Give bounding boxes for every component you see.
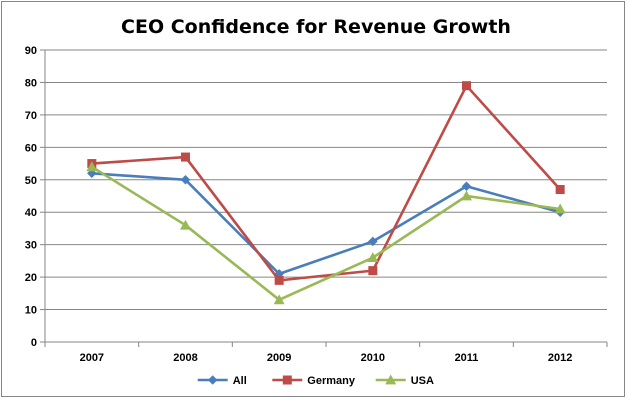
data-point (368, 266, 378, 276)
x-tick-label: 2011 (455, 352, 479, 364)
legend: All Germany USA (197, 374, 434, 387)
data-point (86, 161, 98, 172)
y-tick-label: 10 (25, 305, 37, 317)
y-tick-label: 30 (25, 240, 37, 252)
chart-title: CEO Confidence for Revenue Growth (121, 16, 511, 38)
series-line (90, 171, 562, 276)
y-tick-label: 60 (25, 142, 37, 154)
legend-label: Germany (307, 375, 356, 387)
data-point (462, 81, 471, 91)
y-tick-label: 50 (25, 175, 37, 187)
data-point (367, 252, 379, 263)
legend-item-usa: USA (375, 374, 434, 387)
x-tick-label: 2008 (173, 352, 197, 364)
y-tick-label: 40 (25, 207, 37, 219)
series-line (90, 165, 562, 302)
data-point (274, 275, 284, 285)
x-tick-label: 2012 (548, 352, 572, 364)
data-point (555, 185, 565, 195)
data-point (181, 152, 190, 162)
y-tick-label: 80 (25, 77, 37, 89)
y-tick-label: 70 (25, 110, 37, 122)
x-tick-label: 2007 (80, 352, 104, 364)
data-point (180, 174, 191, 185)
legend-item-all: All (197, 375, 247, 387)
gridlines (45, 49, 607, 343)
legend-marker (385, 374, 397, 385)
data-point (461, 190, 472, 201)
legend-marker (207, 375, 218, 385)
data-point (554, 203, 566, 214)
data-point (273, 294, 285, 305)
x-tick-label: 2009 (267, 352, 291, 364)
series-usa (86, 161, 566, 305)
data-point (180, 219, 191, 230)
data-point (367, 236, 378, 247)
series-germany (87, 81, 565, 285)
y-tick-label: 20 (25, 272, 37, 284)
y-tick-label: 0 (31, 337, 37, 349)
legend-item-germany: Germany (272, 375, 356, 387)
legend-label: USA (411, 375, 434, 387)
y-axis: 0 10 20 30 40 50 60 70 80 90 (25, 45, 46, 349)
legend-label: All (233, 375, 247, 387)
series-line (90, 84, 562, 282)
series-all (86, 168, 566, 279)
y-tick-label: 90 (25, 45, 37, 57)
plot-series (86, 81, 566, 305)
legend-marker (282, 375, 292, 385)
x-tick-label: 2010 (361, 352, 385, 364)
x-axis: 2007 2008 2009 2010 2011 2012 (44, 342, 608, 364)
